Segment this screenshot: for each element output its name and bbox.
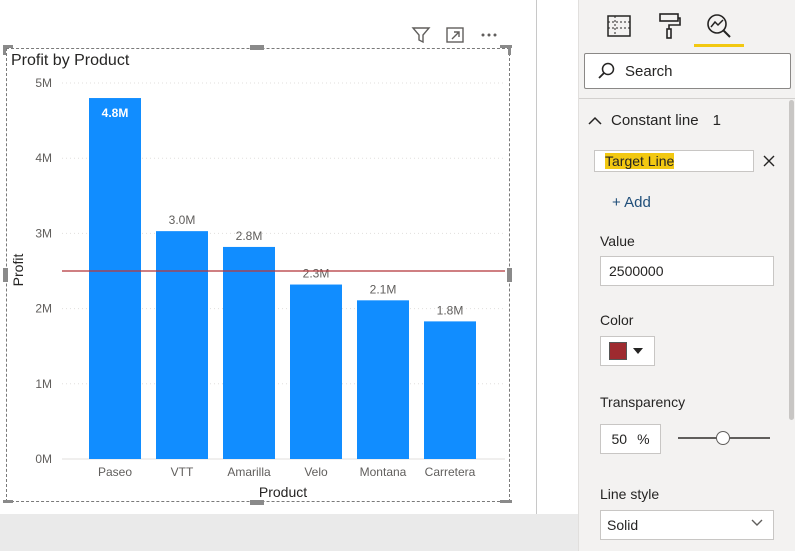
- data-label: 3.0M: [169, 213, 196, 227]
- resize-handle-tr-v[interactable]: [508, 45, 511, 55]
- transparency-unit: %: [637, 431, 650, 447]
- x-tick-label: Paseo: [98, 465, 132, 479]
- section-count: 1: [712, 112, 721, 129]
- chart-svg: Profit by Product 0M 1M 2M 3M 4M 5M 4.8M 3.0M 2…: [10, 52, 505, 500]
- more-options-icon[interactable]: [478, 24, 500, 46]
- section-title: Constant line: [611, 112, 699, 129]
- caret-down-icon: [633, 348, 643, 354]
- fields-icon[interactable]: [599, 8, 639, 44]
- analytics-pane: Search Constant line 1 Target Line + Add…: [578, 0, 795, 551]
- resize-handle-top[interactable]: [250, 45, 264, 50]
- bar: [223, 246, 275, 459]
- search-input[interactable]: Search: [584, 53, 791, 89]
- resize-handle-bottom[interactable]: [250, 500, 264, 505]
- search-placeholder: Search: [625, 62, 673, 80]
- transparency-value: 50: [611, 431, 628, 447]
- line-style-dropdown[interactable]: Solid: [600, 510, 774, 540]
- format-paint-roller-icon[interactable]: [649, 8, 689, 44]
- y-tick-label: 1M: [35, 377, 52, 391]
- bar: [290, 284, 342, 459]
- data-label: 4.8M: [102, 106, 129, 120]
- color-picker[interactable]: [600, 336, 655, 366]
- page-edge-divider: [536, 0, 537, 514]
- data-label: 2.1M: [370, 282, 397, 296]
- close-icon[interactable]: [759, 151, 779, 171]
- resize-handle-left[interactable]: [3, 268, 8, 282]
- data-label: 1.8M: [437, 303, 464, 317]
- bars: [89, 98, 476, 459]
- add-line-button[interactable]: + Add: [612, 194, 651, 211]
- focus-mode-icon[interactable]: [444, 24, 466, 46]
- transparency-slider-thumb[interactable]: [716, 431, 730, 445]
- pane-scrollbar[interactable]: [789, 100, 794, 420]
- x-tick-label: Montana: [360, 465, 407, 479]
- value-field[interactable]: 2500000: [600, 256, 774, 286]
- canvas-background: [0, 514, 578, 551]
- y-axis-ticks: 0M 1M 2M 3M 4M 5M: [35, 76, 52, 466]
- y-tick-label: 2M: [35, 302, 52, 316]
- transparency-field[interactable]: 50 %: [600, 424, 661, 454]
- resize-handle-tr[interactable]: [500, 45, 512, 48]
- x-axis-title: Product: [259, 484, 307, 500]
- resize-handle-right[interactable]: [507, 268, 512, 282]
- pane-tabs: [579, 0, 795, 48]
- x-tick-label: Amarilla: [227, 465, 271, 479]
- constant-line-section-header[interactable]: Constant line 1: [587, 112, 721, 129]
- data-label: 2.3M: [303, 267, 330, 281]
- pane-divider: [579, 98, 795, 99]
- chart-title: Profit by Product: [11, 52, 130, 69]
- y-tick-label: 5M: [35, 76, 52, 90]
- resize-handle-tl-v[interactable]: [3, 45, 6, 55]
- x-tick-label: VTT: [171, 465, 194, 479]
- active-tab-indicator: [694, 44, 744, 47]
- analytics-magnifier-icon[interactable]: [699, 8, 739, 44]
- color-swatch: [609, 342, 627, 360]
- visual-header-toolbar: [410, 24, 500, 46]
- y-tick-label: 3M: [35, 226, 52, 240]
- line-name-text: Target Line: [605, 153, 675, 169]
- color-label: Color: [600, 312, 634, 328]
- line-name-field[interactable]: Target Line: [594, 150, 754, 172]
- resize-handle-br[interactable]: [500, 500, 512, 503]
- line-style-value: Solid: [607, 517, 639, 533]
- bar: [89, 98, 141, 459]
- resize-handle-bl[interactable]: [3, 500, 13, 503]
- value-label: Value: [600, 233, 635, 249]
- x-tick-label: Velo: [304, 465, 328, 479]
- y-tick-label: 4M: [35, 151, 52, 165]
- x-tick-label: Carretera: [425, 465, 476, 479]
- data-labels: 4.8M 3.0M 2.8M 2.3M 2.1M 1.8M: [102, 106, 464, 317]
- y-axis-title: Profit: [10, 254, 26, 287]
- search-icon: [598, 62, 615, 79]
- bar: [357, 300, 409, 459]
- filter-icon[interactable]: [410, 24, 432, 46]
- bar: [424, 321, 476, 459]
- line-style-label: Line style: [600, 486, 660, 502]
- data-label: 2.8M: [236, 229, 263, 243]
- resize-handle-tl[interactable]: [3, 45, 13, 48]
- bar: [156, 231, 208, 459]
- report-canvas: Profit by Product 0M 1M 2M 3M 4M 5M 4.8M 3.0M 2…: [0, 0, 578, 551]
- x-axis-ticks: Paseo VTT Amarilla Velo Montana Carretera: [98, 465, 476, 479]
- transparency-label: Transparency: [600, 394, 686, 410]
- chevron-down-icon: [751, 519, 763, 526]
- chevron-up-icon: [588, 116, 602, 125]
- y-tick-label: 0M: [35, 452, 52, 466]
